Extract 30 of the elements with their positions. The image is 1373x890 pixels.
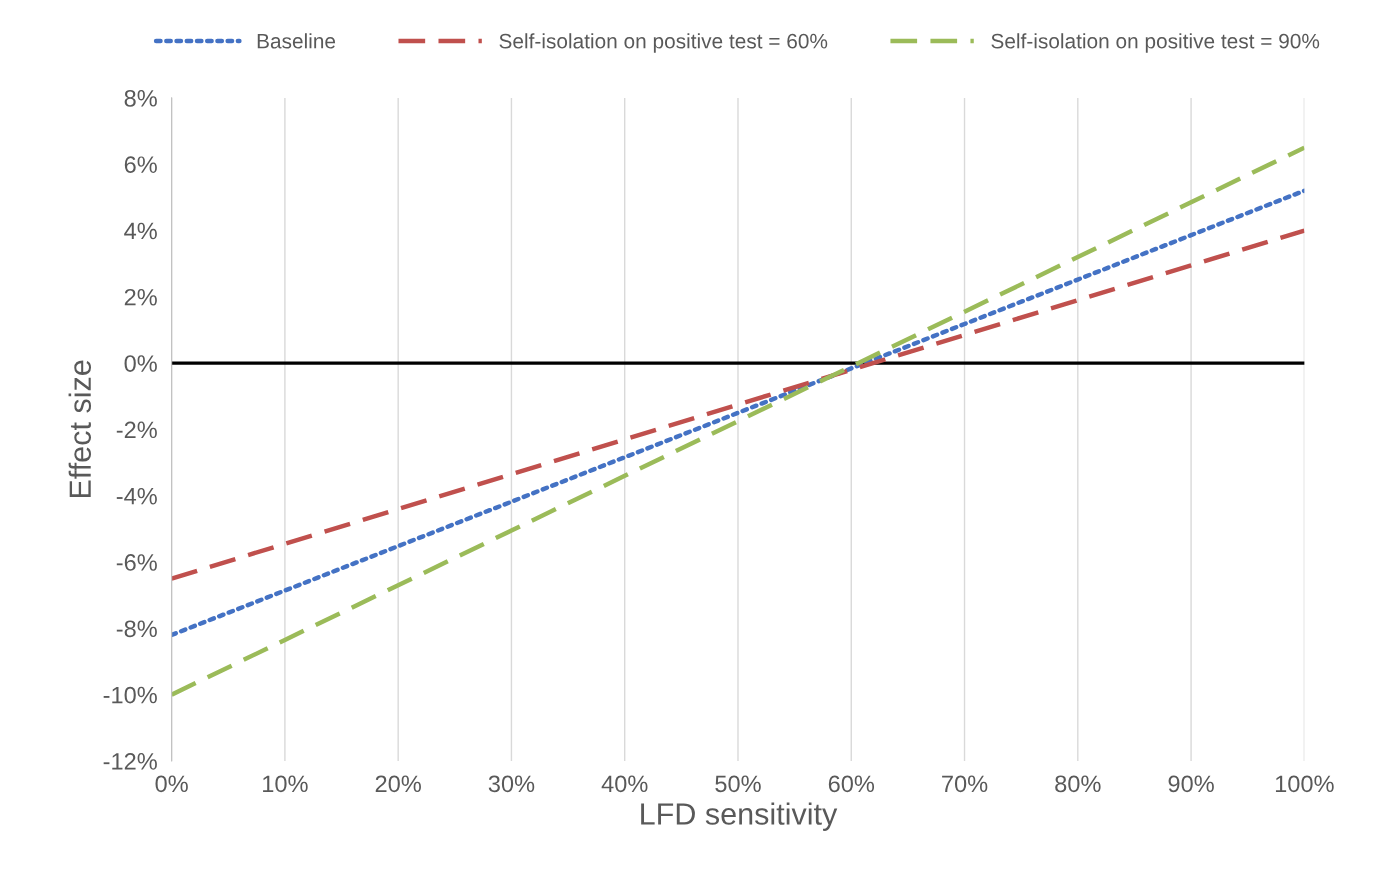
y-tick-label: -10% bbox=[103, 686, 157, 704]
x-tick-label: 70% bbox=[942, 775, 988, 793]
y-tick-label: 8% bbox=[124, 89, 157, 107]
x-tick-label: 80% bbox=[1055, 775, 1101, 793]
line-series bbox=[171, 228, 1305, 581]
y-axis-title: Effect size bbox=[68, 360, 92, 498]
x-tick-label: 100% bbox=[1275, 775, 1334, 793]
line-series bbox=[171, 188, 1305, 638]
line-series bbox=[171, 145, 1305, 697]
x-tick-label: 90% bbox=[1168, 775, 1214, 793]
legend-label: Baseline bbox=[257, 33, 336, 49]
legend-label: Self-isolation on positive test = 90% bbox=[991, 33, 1320, 53]
x-axis-title: LFD sensitivity bbox=[641, 802, 838, 831]
y-tick-label: 4% bbox=[124, 222, 157, 240]
y-tick-label: 6% bbox=[124, 156, 157, 173]
x-tick-label: 40% bbox=[601, 775, 648, 793]
x-tick-label: 10% bbox=[263, 775, 308, 793]
x-tick-label: 60% bbox=[828, 775, 875, 793]
y-tick-label: -6% bbox=[116, 554, 157, 571]
x-tick-label: 0% bbox=[155, 775, 188, 793]
y-tick-label: -4% bbox=[116, 487, 157, 505]
y-tick-label: 0% bbox=[124, 355, 157, 372]
y-tick-label: -8% bbox=[116, 620, 157, 638]
legend-label: Self-isolation on positive test = 60% bbox=[499, 33, 828, 53]
y-tick-label: -2% bbox=[116, 421, 157, 439]
y-tick-label: -12% bbox=[103, 753, 157, 770]
x-tick-label: 30% bbox=[488, 775, 535, 793]
y-tick-label: 2% bbox=[124, 288, 157, 306]
x-tick-label: 50% bbox=[715, 775, 761, 793]
x-tick-label: 20% bbox=[375, 775, 421, 793]
